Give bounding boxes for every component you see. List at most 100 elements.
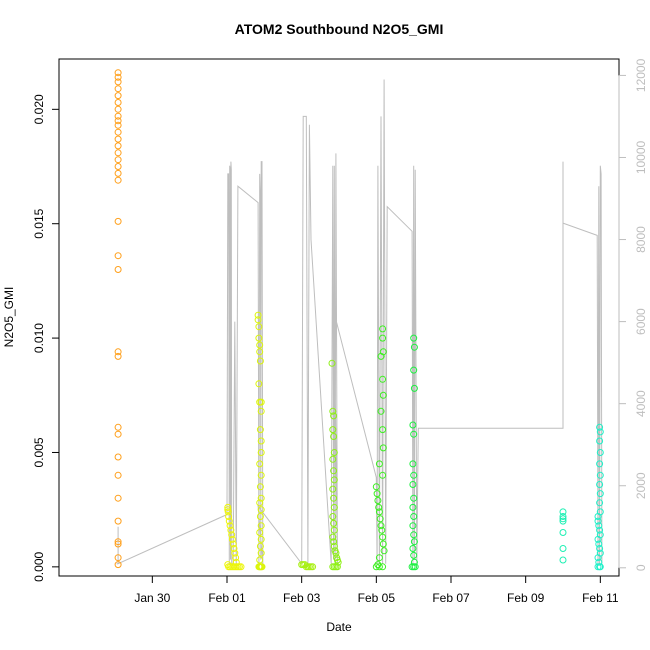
scatter-points-layer: [114, 69, 604, 571]
data-point: [379, 334, 387, 342]
data-point: [596, 471, 604, 479]
data-point: [379, 563, 387, 571]
data-point: [332, 549, 340, 557]
altitude-series-layer: [116, 79, 603, 566]
data-point: [410, 551, 418, 559]
data-point: [373, 490, 381, 498]
data-point: [257, 506, 265, 514]
x-tick-label: Feb 07: [432, 591, 470, 605]
data-point: [114, 266, 122, 273]
data-point: [224, 503, 232, 511]
data-point: [410, 538, 418, 546]
data-point: [329, 455, 337, 463]
data-point: [409, 460, 417, 468]
data-point: [256, 542, 264, 550]
data-point: [410, 513, 418, 520]
data-point: [595, 540, 603, 548]
data-point: [257, 407, 265, 415]
data-point: [329, 533, 337, 541]
data-point: [379, 391, 387, 399]
data-point: [594, 554, 602, 562]
data-point: [114, 540, 122, 548]
y2-tick-label: 8000: [634, 226, 648, 253]
data-point: [559, 545, 567, 552]
data-point: [114, 517, 122, 525]
data-point: [114, 135, 122, 143]
data-point: [559, 513, 567, 520]
data-point: [114, 112, 122, 120]
data-point: [559, 515, 567, 523]
data-point: [410, 494, 418, 502]
data-point: [228, 531, 236, 539]
data-point: [409, 522, 417, 530]
y2-tick-label: 12000: [634, 58, 648, 92]
data-point: [258, 563, 266, 571]
data-point: [330, 538, 338, 546]
data-point: [379, 533, 387, 541]
data-point: [232, 554, 240, 562]
x-tick-label: Jan 30: [134, 591, 170, 605]
data-point: [379, 540, 387, 548]
data-point: [229, 540, 237, 548]
altitude-line: [116, 79, 603, 566]
data-point: [596, 563, 604, 571]
data-point: [255, 323, 263, 331]
data-point: [596, 481, 604, 488]
data-point: [114, 554, 122, 562]
data-point: [256, 499, 264, 507]
data-point: [231, 549, 239, 557]
data-point: [410, 334, 418, 342]
data-point: [559, 529, 567, 536]
data-point: [330, 467, 338, 475]
data-point: [594, 517, 602, 525]
data-point: [596, 449, 604, 456]
chart-title: ATOM2 Southbound N2O5_GMI: [235, 21, 444, 37]
data-point: [410, 384, 418, 392]
data-point: [375, 508, 383, 516]
data-point: [410, 430, 418, 438]
data-point: [114, 121, 122, 129]
data-point: [379, 426, 387, 434]
data-point: [114, 128, 122, 136]
data-point: [377, 352, 385, 360]
data-point: [309, 563, 317, 571]
y-axis-label: N2O5_GMI: [2, 287, 16, 348]
y2-tick-label: 6000: [634, 308, 648, 335]
data-point: [379, 325, 387, 333]
data-point: [329, 513, 337, 520]
y2-tick-label: 0: [634, 564, 648, 571]
data-point: [257, 398, 265, 406]
data-point: [559, 556, 567, 564]
y2-tick-label: 4000: [634, 390, 648, 417]
data-point: [330, 519, 338, 527]
data-point: [409, 503, 417, 511]
data-point: [596, 437, 604, 445]
data-point: [254, 316, 262, 324]
data-point: [330, 412, 338, 420]
data-point: [379, 471, 387, 479]
y-tick-label: 0.005: [32, 437, 46, 467]
data-point: [114, 423, 122, 431]
plot-frame: [58, 58, 620, 577]
data-point: [256, 460, 264, 468]
y2-tick-label: 2000: [634, 472, 648, 499]
data-point: [330, 476, 338, 484]
data-point: [596, 490, 604, 498]
y-tick-label: 0.000: [32, 552, 46, 582]
data-point: [595, 558, 603, 566]
data-point: [114, 92, 122, 100]
data-point: [114, 471, 122, 479]
data-point: [596, 423, 604, 431]
data-point: [256, 513, 264, 520]
data-point: [410, 366, 418, 374]
data-point: [114, 352, 122, 360]
data-point: [114, 73, 122, 81]
data-point: [237, 563, 245, 571]
data-point: [257, 471, 265, 479]
data-point: [257, 437, 265, 445]
x-tick-label: Feb 05: [358, 591, 396, 605]
data-point: [114, 176, 122, 184]
data-point: [328, 359, 336, 367]
data-point: [377, 407, 385, 415]
x-tick-label: Feb 11: [582, 591, 619, 605]
